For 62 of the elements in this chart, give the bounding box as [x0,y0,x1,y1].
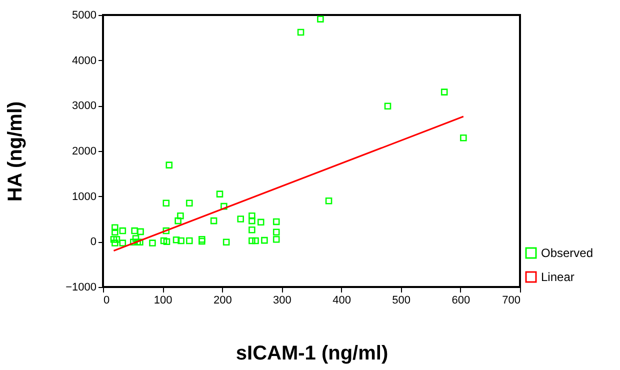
x-tick-label: 0 [104,294,110,306]
x-tick-label: 400 [332,294,351,306]
x-tick-label: 300 [273,294,292,306]
point [149,240,156,246]
point [163,238,170,246]
point [257,218,264,226]
point [186,200,193,207]
point [210,217,218,224]
point [174,217,182,224]
point [272,228,280,236]
x-tick-label: 700 [502,294,520,306]
y-axis-title: HA (ng/ml) [4,101,27,202]
point [160,237,168,244]
point [384,102,392,110]
point [440,88,448,96]
legend-label: Linear [541,270,574,284]
point [119,227,126,234]
point [222,238,230,246]
y-tick-label: −1000 [66,282,96,294]
x-tick-label: 100 [154,294,172,306]
point [216,190,224,198]
point [177,212,184,220]
point [460,134,467,142]
point [317,16,324,22]
point [110,236,118,243]
point [272,236,280,243]
point [112,240,118,246]
point [131,227,138,234]
legend-label: Observed [541,246,594,260]
point [132,235,140,242]
point [248,217,256,224]
point [112,228,118,236]
y-tick-label: 3000 [72,100,96,112]
point [186,237,193,244]
x-tick-label: 200 [213,294,232,306]
point [272,218,280,226]
point [119,240,126,246]
point [248,237,256,244]
point [325,197,332,204]
point [162,200,170,207]
point [162,227,170,234]
x-tick-label: 600 [452,294,470,306]
point [220,202,228,210]
x-tick-label: 500 [392,294,411,306]
y-tick-label: 0 [90,236,96,248]
point [237,216,244,222]
point [252,237,259,244]
y-tick-label: 4000 [72,54,96,67]
point [248,212,256,220]
point [112,224,118,231]
point [198,238,206,245]
point [178,237,184,244]
point [261,236,268,244]
point [172,236,180,244]
y-tick-label: 5000 [72,10,96,22]
y-tick-label: 2000 [72,146,96,158]
point [166,162,173,168]
y-tick-label: 1000 [72,190,96,203]
x-axis-title: sICAM-1 (ng/ml) [236,342,388,364]
point [248,226,256,234]
point [137,228,144,236]
point [297,28,304,36]
